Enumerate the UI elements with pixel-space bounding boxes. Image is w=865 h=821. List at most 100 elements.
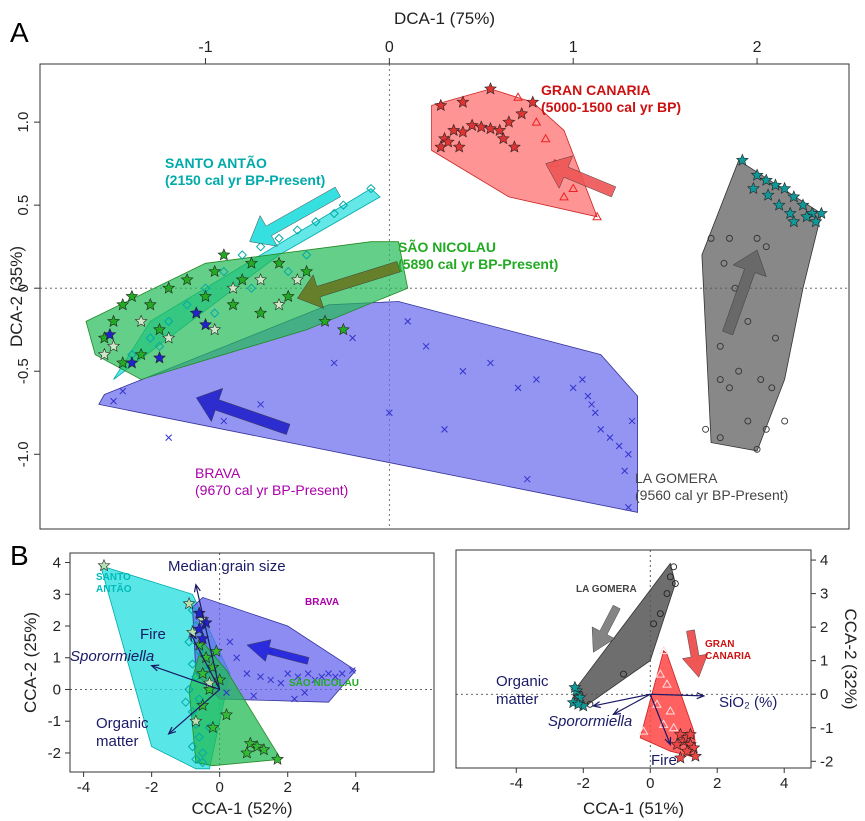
gomera-point <box>670 563 678 571</box>
panel-label-a: A <box>10 17 29 48</box>
brava-point <box>233 654 241 662</box>
nicolau-point <box>257 743 271 756</box>
gomera-point <box>768 384 776 392</box>
vector-label: Fire <box>140 626 166 643</box>
vector-arrow-1-head <box>190 632 198 642</box>
santo-label: SANTO ANTÃO <box>165 154 267 171</box>
gomera-point-teal <box>735 153 749 166</box>
vector-arrow-3 <box>168 689 221 735</box>
santo-point <box>194 694 204 704</box>
brava-point <box>385 409 393 417</box>
santo-point <box>219 266 229 277</box>
nicolau-point <box>272 256 286 269</box>
gran-sublabel: (5000-1500 cal yr BP) <box>541 99 681 115</box>
nicolau-point <box>134 347 148 361</box>
brava-point <box>628 417 636 425</box>
gran-point-open <box>592 211 602 221</box>
gran-point-open <box>513 92 523 101</box>
vector-label-line2: matter <box>96 733 139 750</box>
brava-point <box>257 401 264 408</box>
vector-arrow-2 <box>613 693 651 715</box>
brava-point <box>223 689 230 697</box>
gran-point-open <box>559 191 569 201</box>
x-tick-label: 0 <box>385 39 394 56</box>
gran-point-open <box>568 183 579 193</box>
vector-arrow-0-head <box>696 692 706 700</box>
gran-point <box>515 107 529 120</box>
brava-point <box>349 334 356 342</box>
santo-point <box>163 316 174 327</box>
brava-point <box>514 384 522 392</box>
gomera-point-teal <box>814 206 828 219</box>
gomera-sublabel: (9560 cal yr BP-Present) <box>635 487 788 503</box>
brava-point <box>591 409 599 417</box>
brava-point <box>226 638 234 646</box>
santo-point <box>187 741 198 752</box>
brava-point <box>267 676 275 684</box>
brava-point <box>331 673 339 681</box>
brava-point <box>579 376 586 383</box>
santo-label: SANTO <box>96 572 131 583</box>
nicolau-point-blue <box>189 306 203 319</box>
santo-point <box>187 659 198 669</box>
nicolau-point-blue <box>125 356 139 369</box>
gran-point-open <box>540 133 551 143</box>
brava-point <box>597 426 605 433</box>
vector-label: Sporormiella <box>548 713 632 730</box>
santo-point <box>209 308 220 318</box>
brava-point <box>523 475 531 483</box>
gomera-point-teal <box>800 210 814 223</box>
x-tick-label: -2 <box>145 779 158 796</box>
nicolau-point <box>281 289 295 303</box>
y-tick-label: 2 <box>820 619 828 636</box>
nicolau-point <box>240 746 254 759</box>
brava-point <box>459 367 467 375</box>
nicolau-trend-arrow <box>297 261 401 309</box>
nicolau-point <box>235 273 249 286</box>
vector-arrow-0-head <box>193 583 201 593</box>
y-axis-label: DCA-2 (35%) <box>7 246 26 347</box>
panel-label-b: B <box>10 540 29 571</box>
gomera-point <box>781 417 789 425</box>
brava-point <box>441 426 448 433</box>
nicolau-point <box>125 289 139 303</box>
santo-point <box>197 757 208 768</box>
gran-point <box>689 749 702 762</box>
brava-point <box>311 676 319 684</box>
brava-point <box>110 397 117 405</box>
santo-point <box>246 283 257 293</box>
santo-point <box>154 341 165 352</box>
gran-point-open <box>668 722 679 732</box>
vector-arrow-2 <box>151 665 220 691</box>
x-tick-label: 0 <box>646 775 654 792</box>
gran-point <box>484 122 497 135</box>
nicolau-point <box>209 644 223 657</box>
x-tick-label: -2 <box>577 775 590 792</box>
gran-point-open <box>662 679 672 688</box>
nicolau-point <box>226 298 240 311</box>
nicolau-point <box>153 322 166 336</box>
santo-point <box>180 697 191 707</box>
brava-point <box>304 670 312 677</box>
gran-point <box>456 125 470 138</box>
brava-point <box>243 670 251 677</box>
y-tick-label: 0 <box>820 686 828 703</box>
nicolau-label: SÃO NICOLAU <box>289 676 359 689</box>
y-tick-label: -2 <box>820 753 833 770</box>
gran-point <box>683 727 697 740</box>
gran-point <box>493 123 507 136</box>
nicolau-point <box>271 752 284 765</box>
gomera-point <box>753 445 761 453</box>
vector-arrow-3-head <box>167 726 177 735</box>
vector-label: SiO₂ (%) <box>719 694 777 711</box>
gomera-point-teal <box>796 198 810 211</box>
y-tick-label: 3 <box>820 586 828 603</box>
x-tick-label: -4 <box>510 775 523 792</box>
brava-point <box>621 467 629 475</box>
vector-arrow-1 <box>190 633 221 690</box>
vector-label: Median grain size <box>168 558 286 575</box>
vector-arrow-2-head <box>150 664 160 672</box>
santo-trend-arrow <box>249 186 341 247</box>
gran-point <box>474 120 488 133</box>
